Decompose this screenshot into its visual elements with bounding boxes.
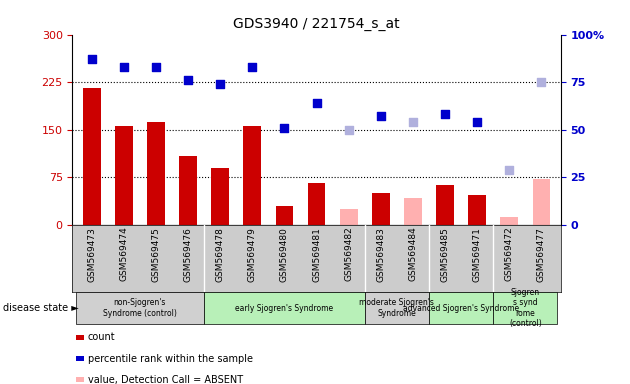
Bar	[493, 292, 558, 324]
Bar	[372, 193, 389, 225]
Text: GSM569481: GSM569481	[312, 227, 321, 281]
Text: GSM569476: GSM569476	[183, 227, 193, 281]
Point	[536, 79, 546, 85]
Text: value, Detection Call = ABSENT: value, Detection Call = ABSENT	[88, 375, 243, 384]
Text: GSM569478: GSM569478	[215, 227, 225, 281]
Text: GSM569475: GSM569475	[151, 227, 161, 281]
Bar	[307, 184, 326, 225]
Bar	[204, 292, 365, 324]
Text: GSM569472: GSM569472	[505, 227, 514, 281]
Point	[375, 113, 386, 119]
Bar	[76, 292, 204, 324]
Text: GSM569473: GSM569473	[87, 227, 96, 281]
Text: GSM569483: GSM569483	[376, 227, 386, 281]
Bar	[500, 217, 518, 225]
Bar	[180, 156, 197, 225]
Text: percentile rank within the sample: percentile rank within the sample	[88, 354, 253, 364]
Text: GSM569484: GSM569484	[408, 227, 418, 281]
Text: moderate Sjogren's
Syndrome: moderate Sjogren's Syndrome	[360, 298, 434, 318]
Text: count: count	[88, 333, 115, 343]
Text: disease state ►: disease state ►	[3, 303, 79, 313]
Text: GSM569477: GSM569477	[537, 227, 546, 281]
Bar	[436, 185, 454, 225]
Point	[504, 166, 514, 172]
Text: GSM569480: GSM569480	[280, 227, 289, 281]
Bar	[429, 292, 493, 324]
Point	[472, 119, 482, 125]
Point	[151, 64, 161, 70]
Text: GSM569485: GSM569485	[440, 227, 450, 281]
Point	[408, 119, 418, 125]
Text: early Sjogren's Syndrome: early Sjogren's Syndrome	[236, 304, 333, 313]
Point	[343, 127, 353, 133]
Text: GSM569471: GSM569471	[472, 227, 482, 281]
Bar	[468, 195, 486, 225]
Bar	[532, 179, 550, 225]
Point	[183, 77, 193, 83]
Point	[87, 56, 97, 62]
Point	[215, 81, 226, 87]
Title: GDS3940 / 221754_s_at: GDS3940 / 221754_s_at	[233, 17, 400, 31]
Point	[119, 64, 129, 70]
Bar	[147, 122, 165, 225]
Bar	[365, 292, 429, 324]
Bar	[83, 88, 101, 225]
Bar	[115, 126, 133, 225]
Point	[440, 111, 450, 118]
Text: GSM569479: GSM569479	[248, 227, 257, 281]
Bar	[275, 206, 294, 225]
Text: GSM569482: GSM569482	[344, 227, 353, 281]
Text: advanced Sjogren's Syndrome: advanced Sjogren's Syndrome	[403, 304, 519, 313]
Text: GSM569474: GSM569474	[119, 227, 129, 281]
Text: non-Sjogren's
Syndrome (control): non-Sjogren's Syndrome (control)	[103, 298, 177, 318]
Point	[280, 125, 290, 131]
Bar	[244, 126, 261, 225]
Text: Sjogren
s synd
rome
(control): Sjogren s synd rome (control)	[509, 288, 542, 328]
Point	[248, 64, 258, 70]
Bar	[212, 168, 229, 225]
Bar	[340, 209, 358, 225]
Bar	[404, 198, 421, 225]
Point	[312, 100, 322, 106]
